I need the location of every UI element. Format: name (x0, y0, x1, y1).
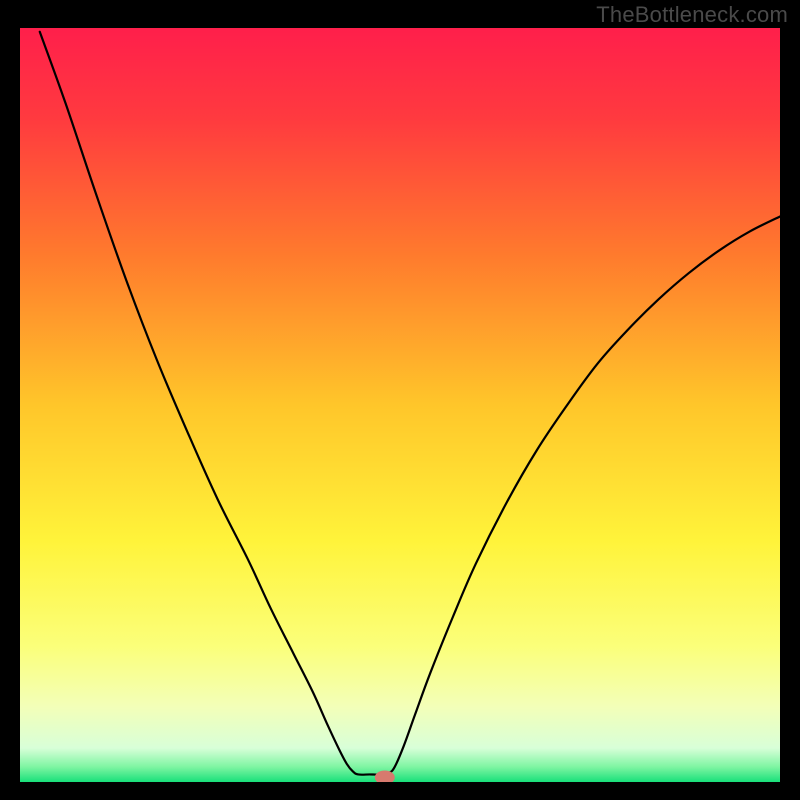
gradient-background (20, 28, 780, 782)
plot-area (20, 28, 780, 782)
bottleneck-curve-chart (20, 28, 780, 782)
watermark-text: TheBottleneck.com (596, 2, 788, 28)
